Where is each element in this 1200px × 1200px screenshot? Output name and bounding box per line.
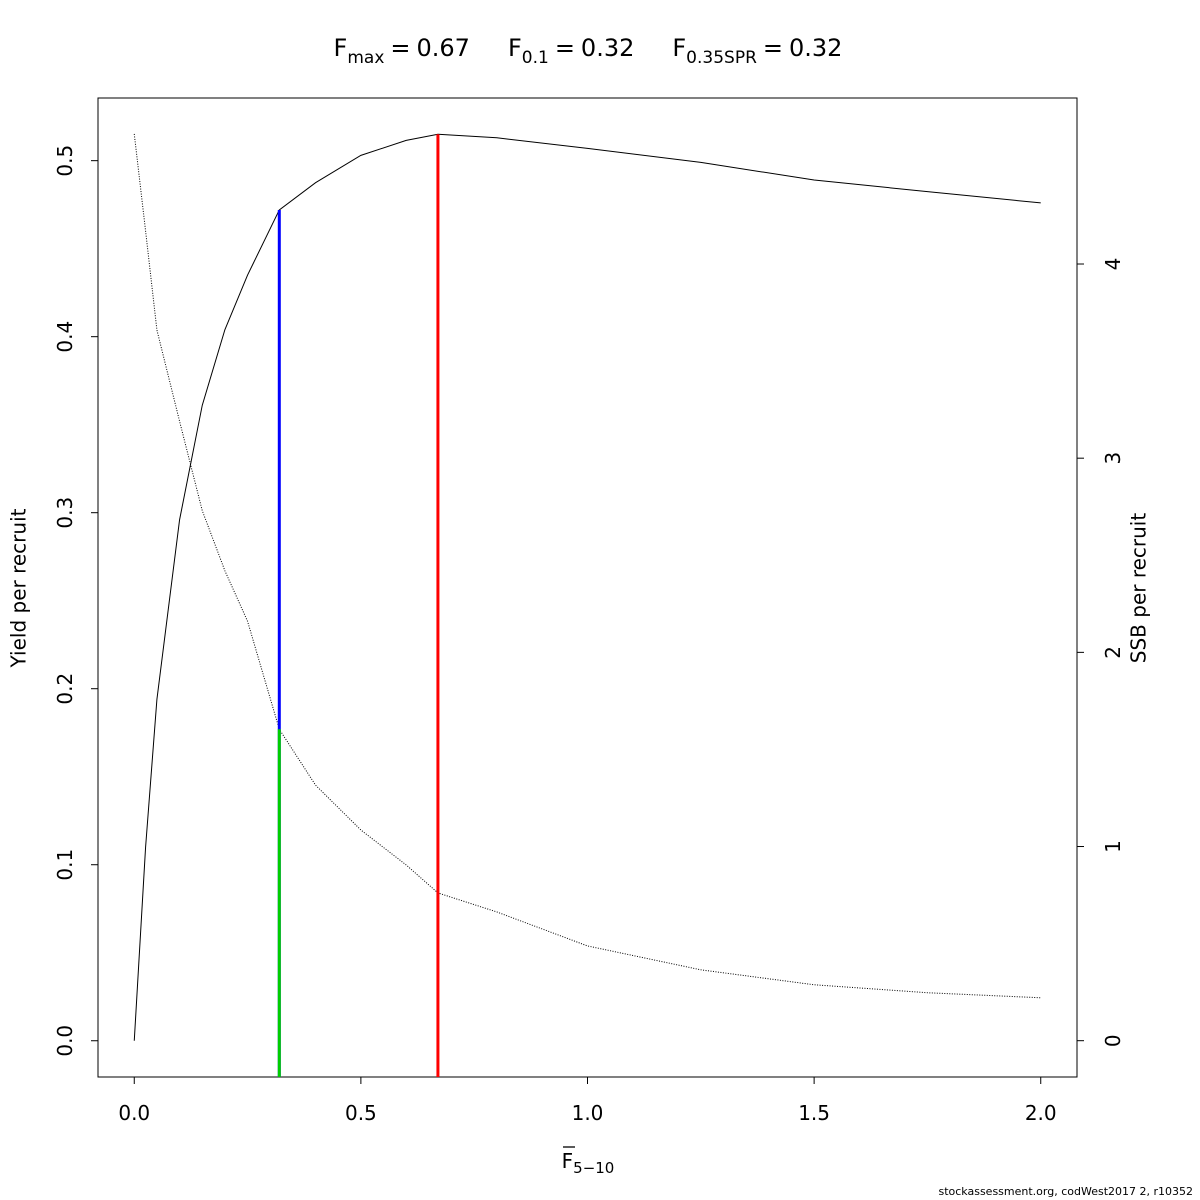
x-tick-label: 1.5 — [798, 1101, 830, 1125]
title-subscript: 0.1 — [522, 48, 549, 68]
footnote: stockassessment.org, codWest2017 2, r103… — [938, 1185, 1193, 1198]
title-value: 0.32 — [789, 34, 842, 62]
title-sep: = — [555, 34, 575, 62]
title-value: 0.32 — [581, 34, 634, 62]
y2-tick-label: 4 — [1101, 258, 1125, 271]
title-symbol: F — [672, 34, 686, 62]
y-tick-label: 0.5 — [53, 145, 77, 177]
y-tick-label: 0.2 — [53, 673, 77, 705]
y-tick-label: 0.4 — [53, 321, 77, 353]
title-symbol: F — [334, 34, 348, 62]
x-axis-label: F5−10 — [562, 1149, 615, 1177]
y2-axis-label: SSB per recruit — [1127, 513, 1151, 664]
x-tick-label: 0.5 — [345, 1101, 377, 1125]
chart-title: Fmax = 0.67 F0.1 = 0.32 F0.35SPR = 0.32 — [334, 34, 843, 68]
y-tick-label: 0.1 — [53, 849, 77, 881]
x-label-subscript: 5−10 — [573, 1159, 614, 1177]
plot-frame — [97, 97, 1078, 1078]
y2-tick-label: 2 — [1101, 646, 1125, 659]
title-sep: = — [763, 34, 783, 62]
title-symbol: F — [508, 34, 522, 62]
y-tick-label: 0.0 — [53, 1025, 77, 1057]
title-subscript: max — [347, 48, 384, 68]
x-label-symbol: F — [562, 1149, 574, 1173]
series-line — [133, 133, 1041, 999]
y2-tick-label: 1 — [1101, 840, 1125, 853]
title-sep: = — [390, 34, 410, 62]
x-tick-label: 2.0 — [1025, 1101, 1057, 1125]
y2-tick-label: 3 — [1101, 452, 1125, 465]
title-subscript: 0.35SPR — [686, 48, 757, 68]
series-line — [133, 133, 1041, 1041]
y-tick-label: 0.3 — [53, 497, 77, 529]
y2-tick-label: 0 — [1101, 1034, 1125, 1047]
x-tick-label: 0.0 — [118, 1101, 150, 1125]
y-axis-label: Yield per recruit — [7, 508, 31, 668]
x-tick-label: 1.0 — [572, 1101, 604, 1125]
title-value: 0.67 — [417, 34, 470, 62]
